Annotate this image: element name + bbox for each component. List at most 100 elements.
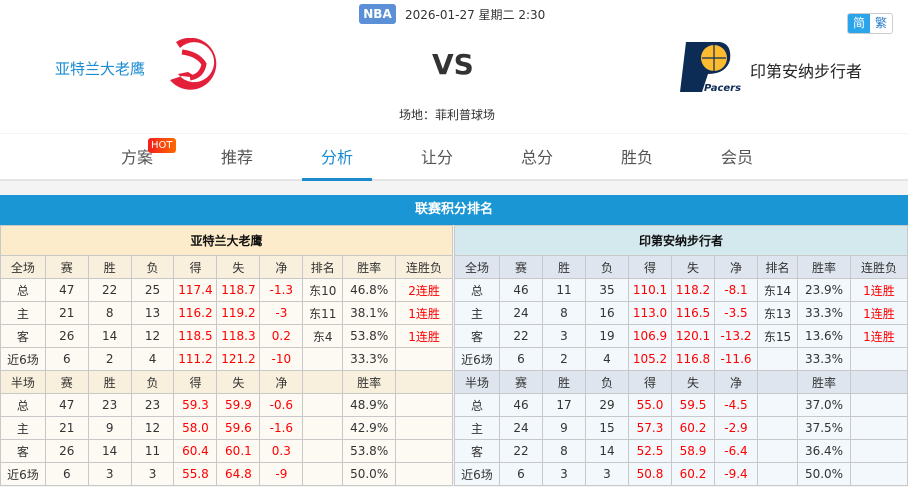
away-team-name[interactable]: 印第安纳步行者: [750, 62, 863, 81]
table-cell: 57.3: [628, 416, 672, 440]
table-cell: 近6场: [0, 347, 46, 371]
table-cell: [850, 347, 908, 371]
table-cell: 59.9: [216, 393, 261, 417]
table-cell: 23.9%: [797, 278, 851, 302]
table-cell: 50.8: [628, 462, 672, 486]
table-cell: 2连胜: [395, 278, 453, 302]
table-cell: 22: [499, 439, 543, 463]
table-cell: 116.8: [671, 347, 715, 371]
column-header: [850, 370, 908, 394]
league-badge: NBA: [359, 4, 396, 24]
table-cell: 33.3%: [797, 347, 851, 371]
table-row: 主 21 9 12 58.0 59.6 -1.6 42.9%: [0, 416, 453, 440]
table-cell: [302, 416, 344, 440]
column-header: 胜率: [797, 370, 851, 394]
table-cell: 3: [542, 324, 586, 348]
table-cell: 客: [454, 439, 500, 463]
tab-total[interactable]: 总分: [520, 148, 553, 167]
table-cell: [850, 416, 908, 440]
tab-recommend[interactable]: 推荐: [220, 148, 253, 167]
table-row: 主 24 8 16 113.0 116.5 -3.5 东13 33.3% 1连胜: [454, 301, 908, 325]
table-row: 近6场 6 2 4 105.2 116.8 -11.6 33.3%: [454, 347, 908, 371]
table-cell: 17: [542, 393, 586, 417]
table-cell: 26: [44, 439, 89, 463]
table-cell: 近6场: [454, 462, 500, 486]
table-cell: 22: [499, 324, 543, 348]
hawks-logo-icon: [170, 38, 217, 90]
tab-plans[interactable]: 方案: [120, 148, 153, 167]
table-row: 主 21 8 13 116.2 119.2 -3 东11 38.1% 1连胜: [0, 301, 453, 325]
table-cell: 117.4: [173, 278, 218, 302]
table-cell: -10: [259, 347, 304, 371]
tab-member[interactable]: 会员: [720, 148, 753, 167]
table-cell: 113.0: [628, 301, 672, 325]
table-cell: 111.2: [173, 347, 218, 371]
table-cell: -13.2: [714, 324, 758, 348]
table-row: 客 26 14 11 60.4 60.1 0.3 53.8%: [0, 439, 453, 463]
table-cell: 客: [0, 439, 46, 463]
column-header: 胜率: [342, 255, 397, 279]
match-header: NBA 2026-01-27 星期二 2:30 简 繁 亚特兰大老鹰 VS Pa…: [0, 0, 908, 133]
table-row: 总 46 17 29 55.0 59.5 -4.5 37.0%: [454, 393, 908, 417]
column-header: 净: [714, 255, 758, 279]
column-header: 排名: [757, 255, 798, 279]
table-cell: 105.2: [628, 347, 672, 371]
tab-analysis[interactable]: 分析: [302, 134, 372, 181]
table-cell: 46: [499, 278, 543, 302]
table-cell: 25: [130, 278, 175, 302]
column-header: 全场: [0, 255, 46, 279]
table-cell: 3: [542, 462, 586, 486]
table-cell: 15: [585, 416, 629, 440]
team-header: 亚特兰大老鹰: [0, 225, 453, 256]
table-cell: 13: [130, 301, 175, 325]
table-cell: [302, 462, 344, 486]
column-header: 半场: [454, 370, 500, 394]
lang-traditional-button[interactable]: 繁: [870, 14, 892, 33]
column-header: 负: [585, 370, 629, 394]
tab-handicap[interactable]: 让分: [420, 148, 453, 167]
table-cell: [757, 462, 798, 486]
home-team-name[interactable]: 亚特兰大老鹰: [55, 60, 146, 78]
table-cell: -6.4: [714, 439, 758, 463]
table-cell: 19: [585, 324, 629, 348]
column-header: 净: [714, 370, 758, 394]
away-standings-table: 印第安纳步行者 全场赛胜负得失净排名 胜率 连胜负总 46 11 35 110.1 118.2-…: [454, 225, 908, 486]
table-cell: [395, 393, 453, 417]
column-header: 失: [671, 255, 715, 279]
tab-win-loss[interactable]: 胜负: [620, 148, 653, 167]
table-cell: [302, 393, 344, 417]
table-cell: 38.1%: [342, 301, 397, 325]
table-cell: 26: [44, 324, 89, 348]
table-cell: [850, 462, 908, 486]
table-cell: 主: [454, 416, 500, 440]
table-cell: [302, 347, 344, 371]
language-toggle: 简 繁: [847, 13, 893, 34]
table-row: 客 22 3 19 106.9 120.1 -13.2 东15 13.6% 1连胜: [454, 324, 908, 348]
table-cell: 59.6: [216, 416, 261, 440]
table-cell: 主: [0, 416, 46, 440]
table-cell: -8.1: [714, 278, 758, 302]
table-cell: 22: [87, 278, 132, 302]
column-header: [302, 370, 344, 394]
table-cell: [395, 462, 453, 486]
column-header: 负: [585, 255, 629, 279]
table-cell: 58.9: [671, 439, 715, 463]
table-cell: 总: [0, 393, 46, 417]
table-cell: -0.6: [259, 393, 304, 417]
column-header: 全场: [454, 255, 500, 279]
column-header: 胜率: [797, 255, 851, 279]
table-cell: 东10: [302, 278, 344, 302]
venue: 场地：菲利普球场: [399, 108, 496, 122]
table-cell: 近6场: [0, 462, 46, 486]
table-cell: 118.2: [671, 278, 715, 302]
lang-simplified-button[interactable]: 简: [848, 14, 870, 33]
table-cell: 11: [130, 439, 175, 463]
table-row: 近6场 6 3 3 50.8 60.2 -9.4 50.0%: [454, 462, 908, 486]
table-row: 总 46 11 35 110.1 118.2 -8.1 东14 23.9% 1连胜: [454, 278, 908, 302]
table-cell: 14: [87, 324, 132, 348]
table-cell: -9: [259, 462, 304, 486]
column-header: 得: [628, 255, 672, 279]
table-cell: 14: [87, 439, 132, 463]
table-cell: -9.4: [714, 462, 758, 486]
table-cell: 120.1: [671, 324, 715, 348]
